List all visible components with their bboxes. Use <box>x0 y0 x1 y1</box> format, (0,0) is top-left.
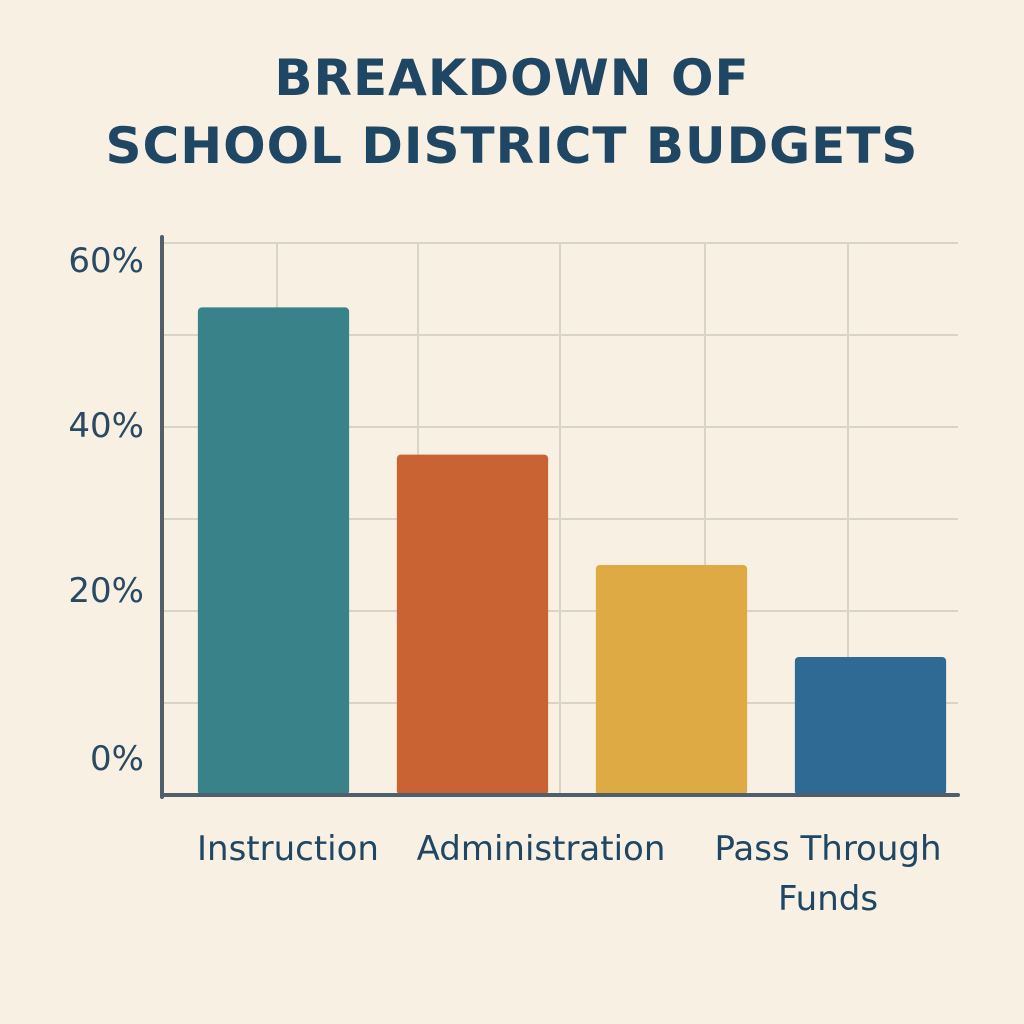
bar-administration <box>396 454 549 795</box>
y-tick-label: 20% <box>68 571 144 611</box>
bar-instruction <box>197 307 350 795</box>
y-axis-tick-labels: 0% 20% 40% 60% <box>68 241 144 779</box>
x-category-label: Funds <box>778 879 878 919</box>
x-axis-category-labels: Instruction Administration Pass Through Fun… <box>197 829 942 919</box>
chart-bars <box>197 307 947 795</box>
bar-pass-through-funds <box>794 657 947 795</box>
chart-title: BREAKDOWN OF SCHOOL DISTRICT BUDGETS <box>0 44 1024 180</box>
y-tick-label: 0% <box>90 739 144 779</box>
x-category-label: Instruction <box>197 829 379 869</box>
x-category-label: Administration <box>417 829 666 869</box>
bar-unlabeled <box>595 565 748 795</box>
chart-title-line-2: SCHOOL DISTRICT BUDGETS <box>105 117 919 175</box>
chart-title-line-1: BREAKDOWN OF <box>274 49 750 107</box>
x-category-label: Pass Through <box>714 829 941 869</box>
y-tick-label: 60% <box>68 241 144 281</box>
chart-axes <box>160 235 960 799</box>
y-tick-label: 40% <box>68 406 144 446</box>
